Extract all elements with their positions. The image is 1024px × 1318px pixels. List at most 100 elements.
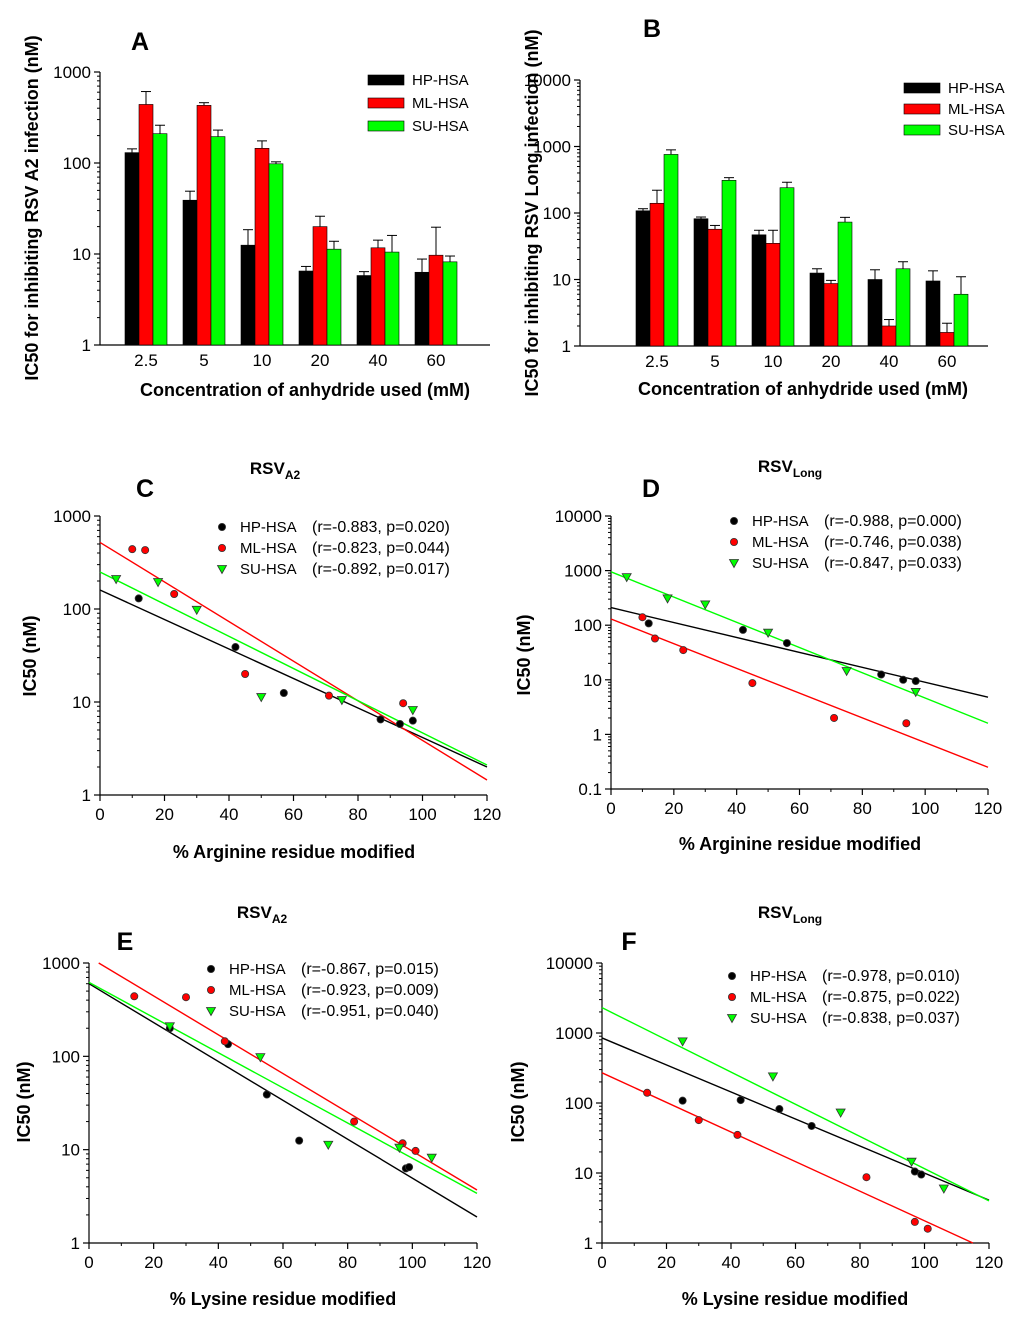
data-point-su-hsa — [700, 600, 711, 610]
bar-ml-hsa — [254, 148, 270, 346]
data-point-hp-hsa — [911, 677, 920, 686]
legend-label: ML-HSA — [948, 101, 1005, 118]
x-tick-label: 40 — [220, 805, 239, 824]
legend-stats: (r=-0.978, p=0.010) — [822, 968, 960, 985]
fit-line-su-hsa — [601, 1007, 990, 1202]
legend-label: HP-HSA — [948, 80, 1005, 97]
x-tick-label: 60 — [284, 805, 303, 824]
bar-hp-hsa — [925, 280, 941, 347]
data-point-hp-hsa — [899, 675, 908, 684]
fit-line-su-hsa — [88, 981, 478, 1195]
x-tick-label: 60 — [427, 351, 446, 370]
data-point-su-hsa — [110, 575, 122, 585]
bar-su-hsa — [721, 180, 737, 347]
chart-title: RSVLong — [758, 457, 822, 480]
y-axis-label: IC50 (nM) — [14, 1061, 34, 1142]
data-point-su-hsa — [323, 1140, 334, 1151]
data-point-ml-hsa — [643, 1088, 652, 1097]
x-tick-label: 0 — [84, 1253, 93, 1272]
panel-letter: A — [131, 28, 149, 56]
x-tick-label: 100 — [398, 1253, 426, 1272]
data-point-ml-hsa — [324, 691, 333, 700]
bar-hp-hsa — [124, 152, 140, 346]
x-tick-label: 20 — [155, 805, 174, 824]
panel-C-scatter-chart: 1 10 100 1000 0 20 40 60 80 100 120 HP-HSA (r=-0.883… — [20, 459, 501, 862]
panel-F-scatter-chart: 1 10 100 1000 10000 0 20 40 60 80 100 120 HP-HSA (r=-… — [508, 903, 1003, 1309]
data-point-su-hsa — [762, 628, 774, 638]
data-point-su-hsa — [191, 605, 202, 616]
data-point-hp-hsa — [678, 1096, 687, 1105]
chart-title: RSVLong — [758, 903, 822, 926]
data-point-su-hsa — [336, 696, 348, 706]
bar-hp-hsa — [356, 275, 372, 346]
data-point-su-hsa — [255, 1053, 266, 1063]
bar-su-hsa — [442, 261, 458, 346]
y-tick-label: 100 — [63, 154, 91, 173]
data-point-hp-hsa — [134, 594, 143, 603]
y-tick-label: 1000 — [42, 954, 80, 973]
x-tick-label: 2.5 — [645, 352, 669, 371]
y-tick-label: 10 — [61, 1141, 80, 1160]
legend-label: ML-HSA — [412, 95, 469, 112]
legend-label: HP-HSA — [412, 72, 469, 89]
data-point-su-hsa — [938, 1184, 950, 1194]
data-point-su-hsa — [910, 688, 921, 698]
y-axis-label: IC50 (nM) — [508, 1061, 528, 1142]
panel-letter: D — [642, 475, 660, 503]
bar-su-hsa — [152, 133, 168, 346]
data-point-su-hsa — [835, 1108, 846, 1118]
legend-label: HP-HSA — [229, 961, 286, 978]
data-point-ml-hsa — [141, 546, 150, 555]
data-point-ml-hsa — [830, 713, 839, 722]
bar-ml-hsa — [370, 247, 386, 346]
x-axis-label: % Lysine residue modified — [682, 1289, 908, 1309]
x-axis-label: % Arginine residue modified — [679, 834, 921, 854]
y-tick-label: 100 — [574, 616, 602, 635]
data-point-ml-hsa — [679, 646, 688, 655]
chart-title-main: RSV — [758, 457, 794, 476]
data-point-ml-hsa — [128, 545, 137, 554]
bar-su-hsa — [384, 251, 400, 346]
panel-letter: B — [643, 15, 661, 43]
x-tick-label: 10 — [253, 351, 272, 370]
fit-line-hp-hsa — [88, 983, 478, 1218]
data-point-su-hsa — [164, 1022, 176, 1032]
data-point-su-hsa — [621, 573, 632, 583]
bar-su-hsa — [268, 163, 284, 346]
x-tick-label: 40 — [727, 799, 746, 818]
chart-title: RSVA2 — [250, 459, 301, 482]
panel-E-scatter-chart: 1 10 100 1000 0 20 40 60 80 100 120 HP-HSA (r=-0.867… — [14, 903, 491, 1309]
bar-su-hsa — [663, 154, 679, 347]
y-tick-label: 1000 — [53, 507, 91, 526]
legend-swatch — [367, 97, 405, 109]
x-tick-label: 0 — [606, 799, 615, 818]
legend-label: HP-HSA — [750, 968, 807, 985]
bar-ml-hsa — [823, 283, 839, 347]
y-tick-label: 1 — [584, 1234, 593, 1253]
data-point-hp-hsa — [775, 1105, 784, 1114]
x-tick-label: 60 — [786, 1253, 805, 1272]
bar-ml-hsa — [428, 254, 444, 346]
bar-hp-hsa — [182, 199, 198, 346]
bar-su-hsa — [326, 248, 342, 346]
data-point-hp-hsa — [405, 1163, 414, 1172]
y-axis-label: IC50 for inhibiting RSV A2 infection (nM… — [22, 35, 42, 380]
data-point-su-hsa — [216, 565, 228, 575]
bar-hp-hsa — [414, 271, 430, 346]
legend-label: HP-HSA — [752, 513, 809, 530]
legend-stats: (r=-0.875, p=0.022) — [822, 989, 960, 1006]
x-tick-label: 5 — [199, 351, 208, 370]
bar-su-hsa — [837, 221, 853, 347]
legend-label: SU-HSA — [948, 122, 1005, 139]
y-tick-label: 0.1 — [578, 780, 602, 799]
data-point-ml-hsa — [181, 993, 190, 1002]
data-point-ml-hsa — [650, 634, 659, 643]
data-point-su-hsa — [906, 1157, 917, 1168]
bar-ml-hsa — [939, 332, 955, 347]
data-point-hp-hsa — [217, 523, 226, 532]
x-tick-label: 80 — [851, 1253, 870, 1272]
chart-title: RSVA2 — [237, 903, 288, 926]
panel-letter: E — [117, 928, 134, 956]
data-point-hp-hsa — [231, 643, 240, 652]
data-point-su-hsa — [394, 1143, 405, 1154]
